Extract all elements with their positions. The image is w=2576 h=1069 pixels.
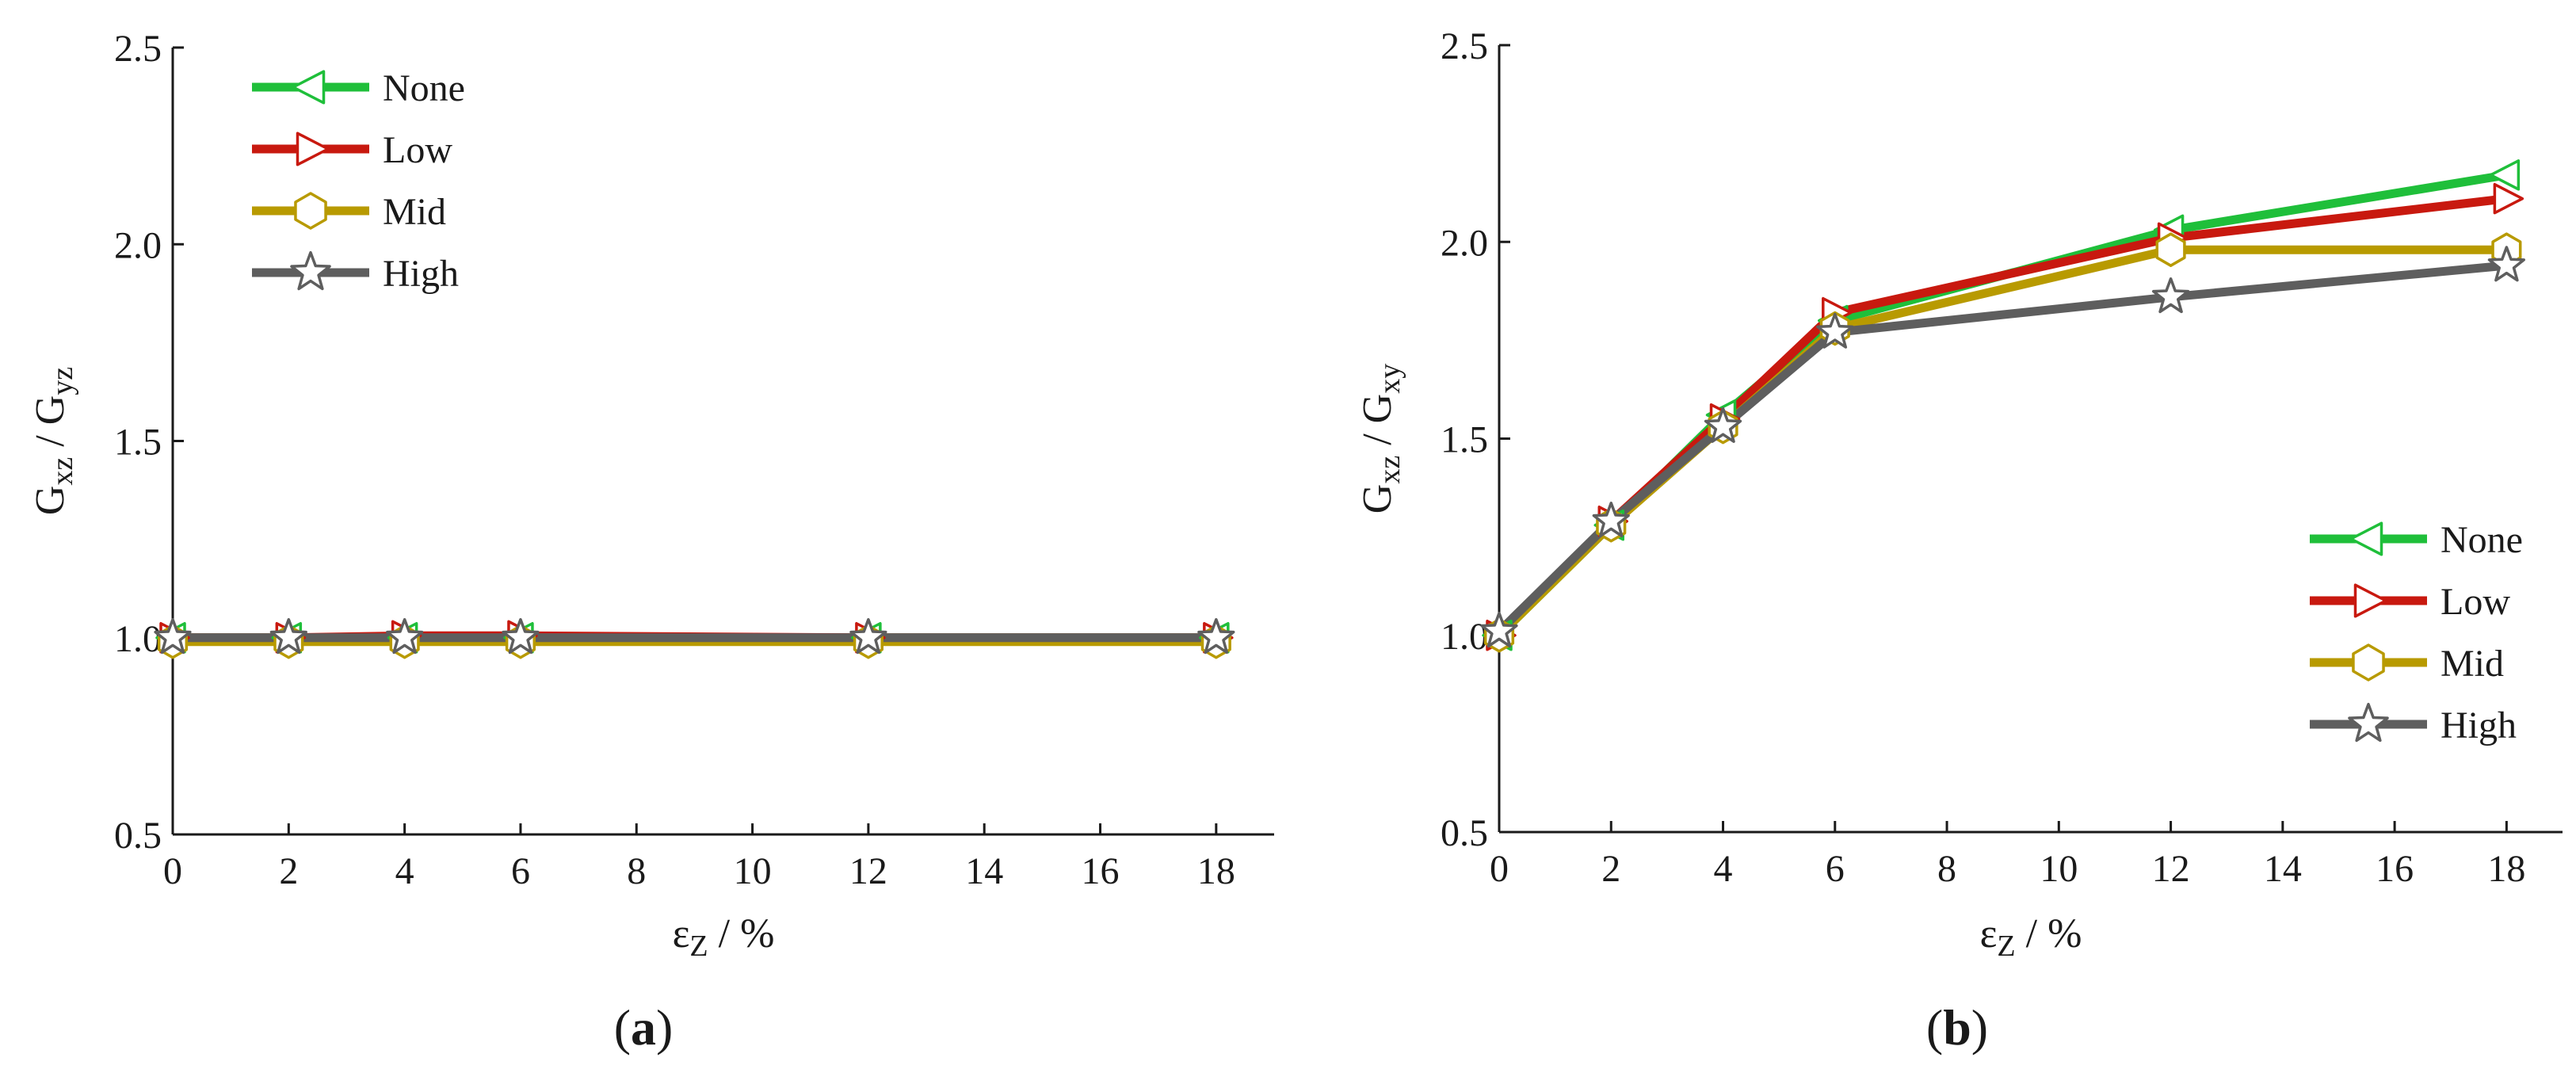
- chart-panel-b: 0 2 4 6 8 10 12 14 16 18 0.5 1.0 1.5 2.0 2.5 εZ / % Gxz …: [1355, 25, 2563, 1056]
- data-point-none: [2489, 159, 2521, 191]
- legend-label-none: None: [383, 67, 465, 109]
- data-point-high: [502, 618, 540, 655]
- x-tick-label: 16: [2376, 848, 2414, 890]
- data-point-high: [1197, 618, 1235, 655]
- data-point-high: [2151, 277, 2190, 314]
- x-tick-label: 14: [2264, 848, 2302, 890]
- legend-label-low: Low: [383, 129, 452, 171]
- x-tick-label: 18: [2487, 848, 2525, 890]
- y-tick-label: 2.5: [1441, 25, 1488, 67]
- legend: None Low Mid High: [2310, 519, 2523, 746]
- data-point-mid: [2155, 232, 2186, 267]
- legend-label-none: None: [2441, 519, 2523, 561]
- y-tick-label: 1.5: [1441, 419, 1488, 461]
- x-tick-label: 2: [279, 850, 298, 892]
- series-line-high: [1496, 261, 2507, 635]
- series-line-mid: [1496, 245, 2507, 639]
- data-point-high: [1816, 312, 1854, 349]
- data-point-high: [269, 618, 307, 655]
- panel-label: (b): [1926, 999, 1988, 1056]
- panel-label: (a): [614, 999, 674, 1056]
- legend-label-mid: Mid: [383, 191, 446, 233]
- data-point-high: [1592, 502, 1630, 538]
- y-tick-label: 0.5: [114, 815, 162, 857]
- y-tick-label: 2.0: [1441, 222, 1488, 264]
- y-tick-label: 1.5: [114, 422, 162, 464]
- x-tick-label: 10: [734, 850, 772, 892]
- x-tick-label: 4: [395, 850, 414, 892]
- y-axis-label: Gxz / Gxy: [1355, 364, 1406, 514]
- star-icon: [2348, 702, 2389, 743]
- triangle-left-icon: [2349, 521, 2383, 556]
- data-point-high: [2487, 246, 2525, 282]
- x-tick-label: 6: [511, 850, 530, 892]
- triangle-right-icon: [2353, 583, 2387, 618]
- hexagon-icon: [294, 192, 327, 230]
- x-tick-label: 12: [2152, 848, 2190, 890]
- x-tick-label: 10: [2040, 848, 2078, 890]
- x-axis-label: εZ / %: [673, 911, 775, 963]
- chart-panel-a: 0 2 4 6 8 10 12 14 16 18 0.5 1.0 1.5 2.0 2.5 εZ / % Gxz …: [28, 28, 1274, 1056]
- hexagon-icon: [2352, 643, 2385, 681]
- legend-label-high: High: [383, 253, 459, 295]
- x-tick-label: 2: [1601, 848, 1620, 890]
- legend: None Low Mid High: [252, 67, 465, 295]
- y-tick-label: 1.0: [114, 618, 162, 660]
- y-tick-label: 0.5: [1441, 812, 1488, 854]
- series-line-low: [1496, 194, 2508, 639]
- data-point-high: [154, 618, 192, 655]
- x-tick-label: 6: [1826, 848, 1845, 890]
- legend-label-low: Low: [2441, 581, 2510, 623]
- x-tick-label: 14: [965, 850, 1003, 892]
- y-tick-label: 2.0: [114, 224, 162, 266]
- data-point-low: [2493, 182, 2524, 215]
- x-tick-label: 8: [1937, 848, 1956, 890]
- x-tick-label: 4: [1714, 848, 1733, 890]
- star-icon: [290, 250, 331, 291]
- y-tick-label: 2.5: [114, 28, 162, 70]
- x-tick-label: 16: [1082, 850, 1120, 892]
- x-tick-label: 8: [627, 850, 646, 892]
- legend-label-mid: Mid: [2441, 643, 2504, 685]
- x-axis-label: εZ / %: [1980, 911, 2082, 963]
- data-point-high: [1480, 612, 1518, 648]
- y-tick-label: 1.0: [1441, 616, 1488, 658]
- y-axis-label: Gxz / Gyz: [28, 367, 79, 515]
- triangle-right-icon: [296, 132, 330, 166]
- series-line-none: [1496, 170, 2508, 639]
- triangle-left-icon: [292, 70, 326, 105]
- data-point-high: [1704, 407, 1742, 443]
- x-tick-label: 18: [1197, 850, 1235, 892]
- x-tick-label: 0: [1490, 848, 1509, 890]
- x-tick-label: 12: [849, 850, 887, 892]
- x-tick-label: 0: [163, 850, 182, 892]
- data-point-high: [849, 618, 887, 655]
- data-point-high: [386, 618, 424, 655]
- legend-label-high: High: [2441, 704, 2517, 746]
